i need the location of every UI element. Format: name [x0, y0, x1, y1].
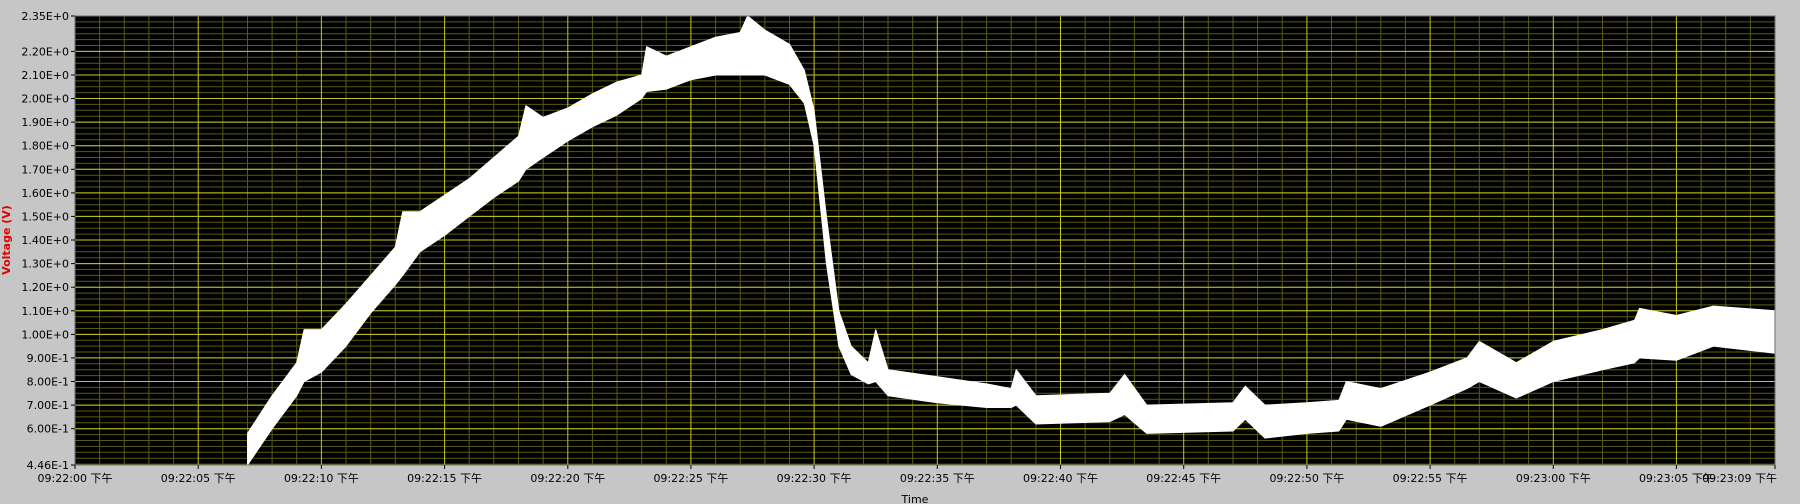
x-axis: 09:22:00 下午 09:22:05 下午 09:22:10 下午 09:22:1… [38, 465, 1777, 485]
x-tick-label: 09:22:10 下午 [284, 472, 359, 485]
x-tick-label: 09:23:05 下午 [1639, 472, 1714, 485]
y-tick-label: 1.30E+0 [21, 258, 69, 271]
y-tick-label: 1.20E+0 [21, 281, 69, 294]
x-tick-label: 09:22:45 下午 [1146, 472, 1221, 485]
y-tick-label: 1.80E+0 [21, 140, 69, 153]
y-tick-label: 1.90E+0 [21, 116, 69, 129]
y-tick-label: 8.00E-1 [27, 376, 69, 389]
y-tick-label: 2.20E+0 [21, 45, 69, 58]
x-tick-label: 09:22:15 下午 [407, 472, 482, 485]
x-tick-label: 09:22:25 下午 [653, 472, 728, 485]
y-tick-label: 1.60E+0 [21, 187, 69, 200]
x-tick-label: 09:23:09 下午 [1702, 472, 1777, 485]
y-tick-label: 6.00E-1 [27, 423, 69, 436]
x-tick-label: 09:22:05 下午 [161, 472, 236, 485]
y-axis-label: Voltage (V) [0, 205, 13, 275]
y-tick-label: 1.50E+0 [21, 210, 69, 223]
y-axis: 2.35E+0 2.20E+0 2.10E+0 2.00E+0 1.90E+0 1.80E… [21, 10, 75, 472]
x-tick-label: 09:22:40 下午 [1023, 472, 1098, 485]
y-tick-label: 4.46E-1 [27, 459, 69, 472]
y-tick-label: 1.10E+0 [21, 305, 69, 318]
y-tick-label: 1.00E+0 [21, 328, 69, 341]
y-tick-label: 2.00E+0 [21, 93, 69, 106]
y-tick-label: 2.10E+0 [21, 69, 69, 82]
x-axis-label: Time [901, 493, 929, 504]
y-tick-label: 7.00E-1 [27, 399, 69, 412]
y-tick-label: 9.00E-1 [27, 352, 69, 365]
x-tick-label: 09:22:00 下午 [38, 472, 113, 485]
x-tick-label: 09:22:50 下午 [1269, 472, 1344, 485]
x-tick-label: 09:22:30 下午 [777, 472, 852, 485]
x-tick-label: 09:22:35 下午 [900, 472, 975, 485]
x-tick-label: 09:22:55 下午 [1393, 472, 1468, 485]
x-tick-label: 09:23:00 下午 [1516, 472, 1591, 485]
x-tick-label: 09:22:20 下午 [530, 472, 605, 485]
y-tick-label: 2.35E+0 [21, 10, 69, 23]
y-tick-label: 1.70E+0 [21, 163, 69, 176]
y-tick-label: 1.40E+0 [21, 234, 69, 247]
